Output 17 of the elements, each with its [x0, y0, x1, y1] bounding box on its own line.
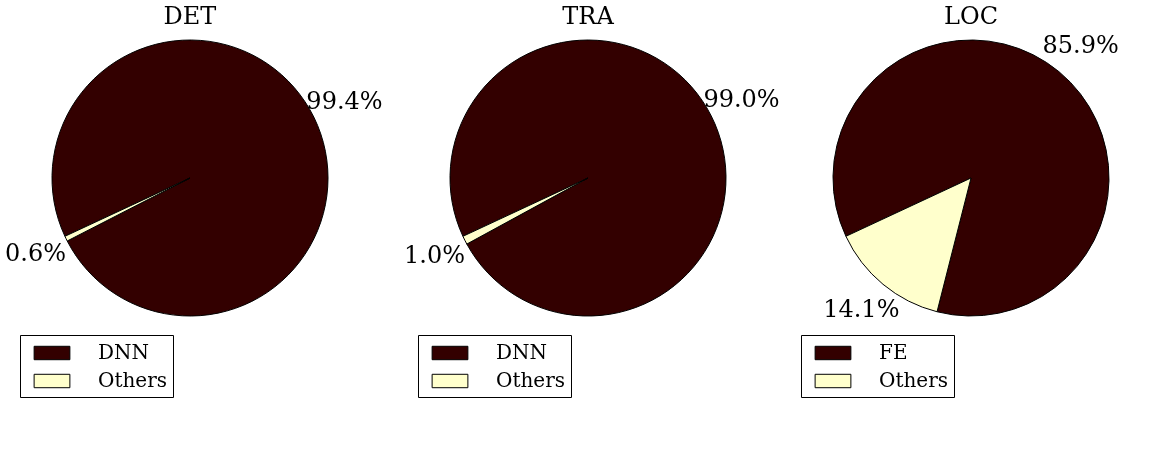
chart-title: LOC [944, 2, 998, 30]
data-label: 99.4% [306, 87, 383, 116]
chart-title: DET [163, 2, 217, 30]
legend-label: Others [879, 368, 948, 392]
legend-label: DNN [98, 340, 150, 364]
pie-slice [462, 177, 589, 245]
legend-label: Others [496, 368, 565, 392]
pie-slice [64, 177, 191, 242]
data-label: 99.0% [703, 85, 780, 114]
data-label: 14.1% [823, 295, 900, 324]
data-label: 85.9% [1042, 30, 1119, 59]
legend-label: FE [879, 340, 908, 364]
legend-label: Others [98, 368, 167, 392]
data-label: 1.0% [403, 240, 465, 269]
legend-label: DNN [496, 340, 548, 364]
chart-title: TRA [562, 2, 615, 30]
data-label: 0.6% [5, 238, 67, 267]
